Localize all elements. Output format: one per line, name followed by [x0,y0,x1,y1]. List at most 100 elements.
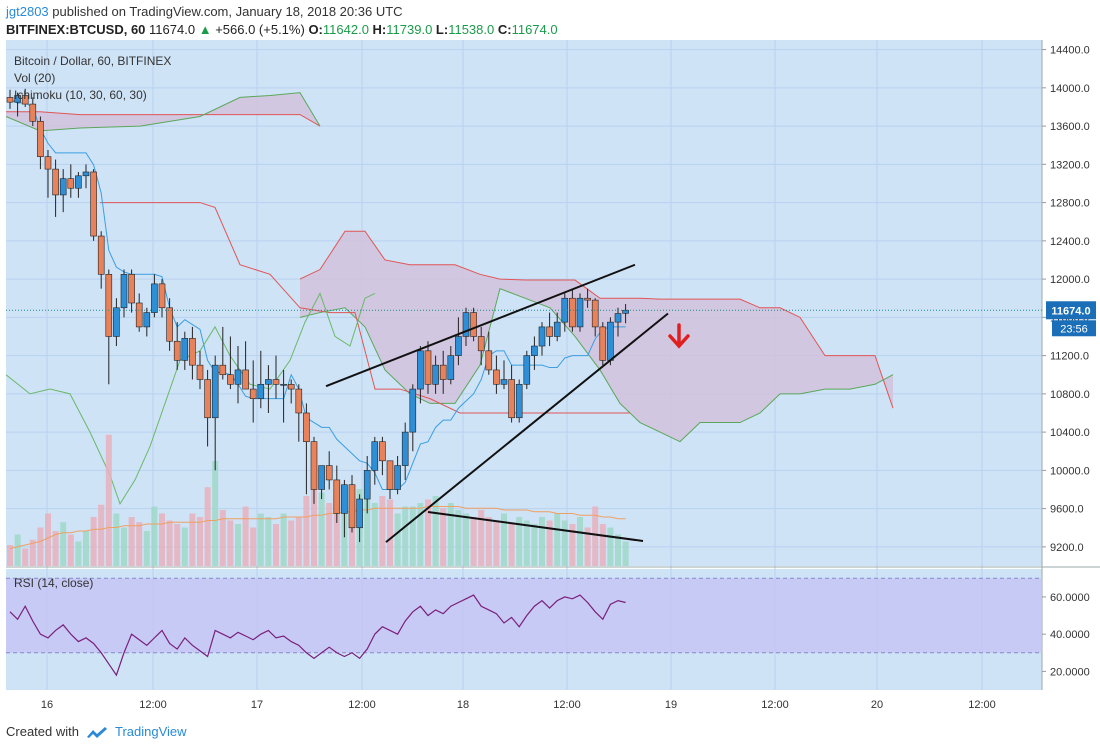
published-text: published on TradingView.com, January 18… [52,4,403,19]
volume-bar [447,503,454,566]
volume-bar [326,503,333,566]
candle-down [477,336,485,352]
volume-bar [166,520,173,566]
candle-up [341,484,348,514]
candle-down [287,383,295,390]
time-tick-label: 12:00 [139,699,167,711]
volume-bar [349,506,355,566]
price-tick-label: 13200.0 [1050,159,1090,171]
candle-down [424,350,432,385]
senkou-span-b-early-line [6,111,321,127]
volume-bar [60,522,67,566]
volume-bar [189,513,196,566]
volume-bar [257,513,264,566]
countdown-value: 23:56 [1060,323,1088,335]
candle-up [417,350,424,390]
volume-bar [105,434,112,566]
volume-bar [143,531,150,566]
chart-title: Bitcoin / Dollar, 60, BITFINEX [14,54,171,68]
price-tick-label: 13600.0 [1050,121,1090,133]
volume-bar [394,513,401,566]
candle-down [219,364,227,376]
volume-bar [333,510,340,566]
volume-bar [561,520,568,566]
volume-bar [341,513,348,566]
volume-bar [531,524,538,566]
candle-up [409,388,417,433]
volume-bar [212,461,219,566]
ichimoku-legend: Ichimoku (10, 30, 60, 30) [14,88,147,102]
volume-bar [516,517,523,566]
price-tick-label: 12800.0 [1050,198,1090,210]
volume-bar [539,517,545,566]
volume-bar [622,541,629,566]
volume-bar [508,524,515,566]
time-tick-label: 12:00 [553,699,581,711]
candle-down [584,297,591,301]
price-tick-label: 12000.0 [1050,274,1090,286]
volume-bar [615,534,621,566]
username-link[interactable]: jgt2803 [6,4,49,19]
candle-up [622,309,629,314]
candle-up [257,383,265,399]
close-label: C: [497,22,512,37]
rsi-tick-label: 60.0000 [1050,592,1090,604]
rsi-tick-label: 20.0000 [1050,666,1090,678]
volume-bar [387,499,393,566]
close-value: 11674.0 [511,22,558,37]
down-arrow-icon [668,323,690,349]
rsi-legend: RSI (14, close) [14,576,93,590]
volume-bar [554,513,561,566]
tradingview-brand-link[interactable]: TradingView [114,724,187,739]
candle-down [325,465,333,481]
volume-bar [181,527,188,566]
candle-up [576,297,584,328]
volume-bar [425,499,431,566]
volume-bar [440,508,447,566]
wedge-lower-trendline [385,312,669,543]
candle-down [242,369,249,390]
candle-down [97,235,105,275]
open-value: 11642.0 [322,22,369,37]
candle-down [204,379,211,419]
time-tick-label: 16 [41,699,53,711]
kijun-sen-line [100,202,630,414]
volume-trendline [427,511,644,542]
volume-bar [242,506,249,566]
volume-bar [478,510,485,566]
high-value: 11739.0 [386,22,433,37]
volume-bar [121,527,127,566]
candle-down [196,364,204,380]
up-arrow-icon: ▲ [198,22,212,37]
volume-bar [295,517,302,566]
candle-up [113,307,120,337]
volume-bar [7,545,13,566]
candle-up [371,441,379,471]
candle-down [189,338,196,366]
volume-bar [235,524,241,566]
candle-down [546,326,553,337]
volume-bar [288,520,295,566]
candle-down [379,441,386,462]
volume-bar [128,517,135,566]
volume-bar [371,503,378,566]
candle-up [515,383,523,419]
chikou-span-line [5,292,376,505]
candle-up [82,171,90,177]
time-tick-label: 19 [665,699,677,711]
volume-bar [67,534,74,566]
senkou-span-b-line [299,230,894,409]
candle-up [318,465,325,490]
candle-up [394,465,401,490]
footer: Created with TradingView [6,724,187,739]
volume-bar [577,517,583,566]
candle-up [531,345,538,356]
time-tick-label: 18 [457,699,469,711]
candle-up [455,336,462,356]
volume-bar [22,548,29,566]
volume-bar [265,517,272,566]
price-tick-label: 14400.0 [1050,45,1090,57]
candle-down [166,307,173,342]
candle-down [508,379,515,419]
